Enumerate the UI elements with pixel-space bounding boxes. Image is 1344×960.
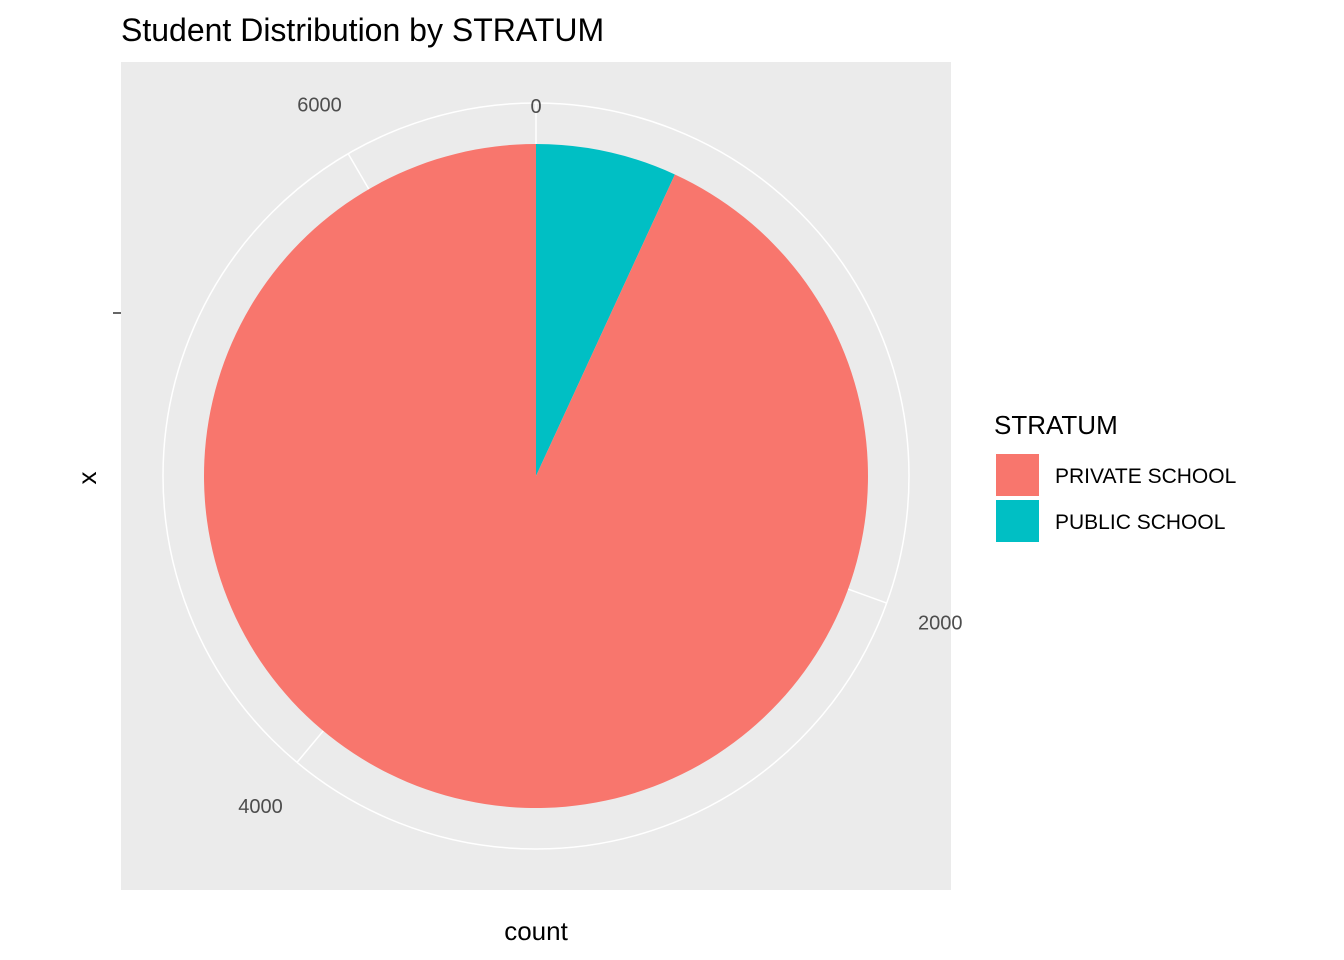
legend-label: PRIVATE SCHOOL (1055, 465, 1236, 488)
angle-tick-label: 6000 (297, 94, 342, 116)
angle-tick-label: 0 (530, 96, 541, 118)
chart-title: Student Distribution by STRATUM (121, 12, 604, 48)
y-axis-title: x (72, 472, 102, 485)
angle-tick-label: 2000 (918, 613, 963, 635)
angle-tick-label: 4000 (238, 796, 283, 818)
angle-tick-labels: 0 2000 4000 6000 (238, 94, 962, 818)
legend-title: STRATUM (994, 410, 1118, 440)
x-axis-title: count (504, 916, 568, 946)
pie-slices (203, 144, 868, 808)
legend-key (996, 500, 1039, 542)
pie-slice-private-school (203, 144, 868, 808)
pie-slice-public-school (536, 144, 675, 476)
legend-label: PUBLIC SCHOOL (1055, 511, 1225, 534)
legend-key (996, 454, 1039, 496)
legend: PRIVATE SCHOOL PUBLIC SCHOOL (996, 454, 1236, 542)
